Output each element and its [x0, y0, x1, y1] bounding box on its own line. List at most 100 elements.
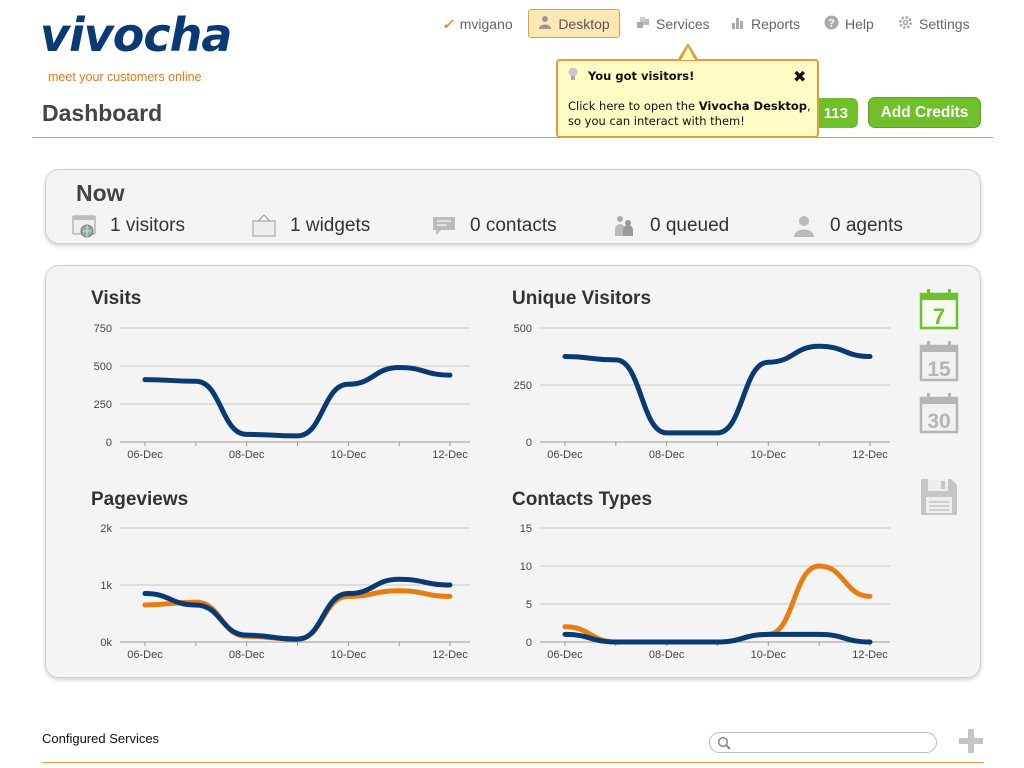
check-icon: ✓ [442, 15, 454, 32]
data-point [244, 432, 249, 437]
series-line-1 [562, 631, 873, 645]
person-icon [538, 15, 552, 32]
data-point [448, 583, 453, 588]
tooltip-body[interactable]: Click here to open the Vivocha Desktop, … [568, 99, 813, 129]
calendar-15-icon[interactable]: 15 [919, 340, 959, 382]
y-tick-label: 1k [100, 580, 112, 592]
nav-user-label: mvigano [459, 16, 513, 32]
x-tick-label: 10-Dec [751, 649, 787, 661]
svg-text:?: ? [828, 18, 835, 30]
nav-reports-label: Reports [751, 16, 801, 32]
y-tick-label: 0k [100, 637, 112, 649]
stat-contacts[interactable]: 0 contacts [432, 212, 557, 240]
series-line-1 [142, 576, 453, 642]
y-tick-label: 750 [94, 323, 112, 335]
nav-user[interactable]: ✓ mvigano [442, 10, 513, 38]
chart-title-unique-visitors: Unique Visitors [512, 288, 652, 309]
data-point [193, 379, 198, 384]
widget-icon [252, 214, 276, 237]
data-point [715, 430, 720, 435]
page-title: Dashboard [42, 100, 163, 126]
data-point [193, 602, 198, 607]
data-point [295, 433, 300, 438]
x-tick-label: 06-Dec [127, 649, 163, 661]
series-line-0 [142, 365, 453, 439]
chart-title-pageviews: Pageviews [91, 489, 189, 510]
stat-agents[interactable]: 0 agents [792, 212, 903, 240]
series-line-0 [142, 588, 453, 642]
stat-widgets[interactable]: 1 widgets [252, 212, 370, 240]
data-point [817, 632, 822, 637]
save-icon[interactable] [919, 477, 959, 517]
browser-icon [72, 215, 96, 238]
configured-services-label: Configured Services [42, 731, 160, 746]
stat-visitors-label: 1 visitors [110, 215, 185, 236]
calendar-30-icon[interactable]: 30 [919, 392, 959, 434]
stat-queued-label: 0 queued [650, 215, 730, 236]
y-tick-label: 0 [526, 637, 532, 649]
y-tick-label: 10 [520, 561, 532, 573]
x-tick-label: 12-Dec [852, 649, 888, 661]
data-point [397, 577, 402, 582]
y-tick-label: 2k [100, 523, 112, 535]
nav-services-label: Services [656, 16, 710, 32]
series-line-0 [562, 343, 873, 436]
data-point [244, 633, 249, 638]
y-tick-label: 0 [106, 437, 112, 449]
chart-title-visits: Visits [91, 288, 142, 309]
x-tick-label: 08-Dec [649, 449, 685, 461]
nav-help[interactable]: ? Help [824, 10, 874, 38]
x-tick-label: 06-Dec [547, 449, 583, 461]
data-point [817, 564, 822, 569]
nav-settings[interactable]: Settings [898, 10, 970, 38]
tooltip-arrow-inner [681, 47, 695, 60]
x-tick-label: 08-Dec [229, 649, 265, 661]
stat-visitors[interactable]: 1 visitors [72, 212, 185, 240]
y-tick-label: 250 [514, 380, 532, 392]
y-tick-label: 250 [94, 399, 112, 411]
add-service-plus-icon[interactable] [958, 728, 984, 754]
data-point [613, 640, 618, 645]
nav-reports[interactable]: Reports [731, 10, 800, 38]
now-panel: Now 1 visitors 1 widgets 0 contacts 0 qu… [45, 169, 981, 244]
data-point [143, 591, 148, 596]
lightbulb-icon [568, 67, 578, 80]
data-point [143, 377, 148, 382]
calendar-7-icon[interactable]: 7 [919, 288, 959, 330]
data-point [613, 357, 618, 362]
agent-icon [794, 216, 814, 237]
x-tick-label: 10-Dec [751, 449, 787, 461]
chart-title-contacts-types: Contacts Types [512, 489, 653, 510]
search-input[interactable] [734, 735, 934, 752]
data-point [563, 354, 568, 359]
data-point [143, 602, 148, 607]
pageviews-chart: 0k 1k 2k 06-Dec 08-Dec 10-Dec 12-Dec [100, 523, 470, 661]
contacts-types-chart: 0 5 10 15 06-Dec 08-Dec 10-Dec 12-Dec [520, 523, 890, 661]
nav-desktop-label: Desktop [558, 15, 610, 32]
data-point [868, 354, 873, 359]
data-point [664, 430, 669, 435]
gear-icon [898, 15, 913, 33]
data-point [563, 632, 568, 637]
x-tick-label: 12-Dec [432, 649, 468, 661]
x-tick-label: 10-Dec [331, 449, 367, 461]
data-point [563, 624, 568, 629]
add-credits-button[interactable]: Add Credits [868, 97, 981, 128]
x-tick-label: 06-Dec [547, 649, 583, 661]
stat-agents-label: 0 agents [830, 215, 903, 236]
y-tick-label: 500 [94, 361, 112, 373]
visitors-tooltip[interactable]: You got visitors! ✖ Click here to open t… [556, 59, 819, 138]
nav-services[interactable]: Services [636, 10, 710, 38]
tooltip-body-text-end: , so you can interact with them! [568, 99, 811, 128]
vivocha-desktop-link[interactable]: Vivocha Desktop [698, 99, 807, 113]
close-icon[interactable]: ✖ [793, 67, 807, 86]
data-point [295, 637, 300, 642]
nav-desktop-button[interactable]: Desktop [528, 9, 620, 38]
services-search[interactable] [709, 732, 937, 753]
x-tick-label: 08-Dec [229, 449, 265, 461]
data-point [868, 640, 873, 645]
data-point [766, 360, 771, 365]
stat-queued[interactable]: 0 queued [612, 212, 729, 240]
bar-chart-icon [731, 16, 745, 33]
brand-logo[interactable]: vivocha [40, 8, 232, 62]
